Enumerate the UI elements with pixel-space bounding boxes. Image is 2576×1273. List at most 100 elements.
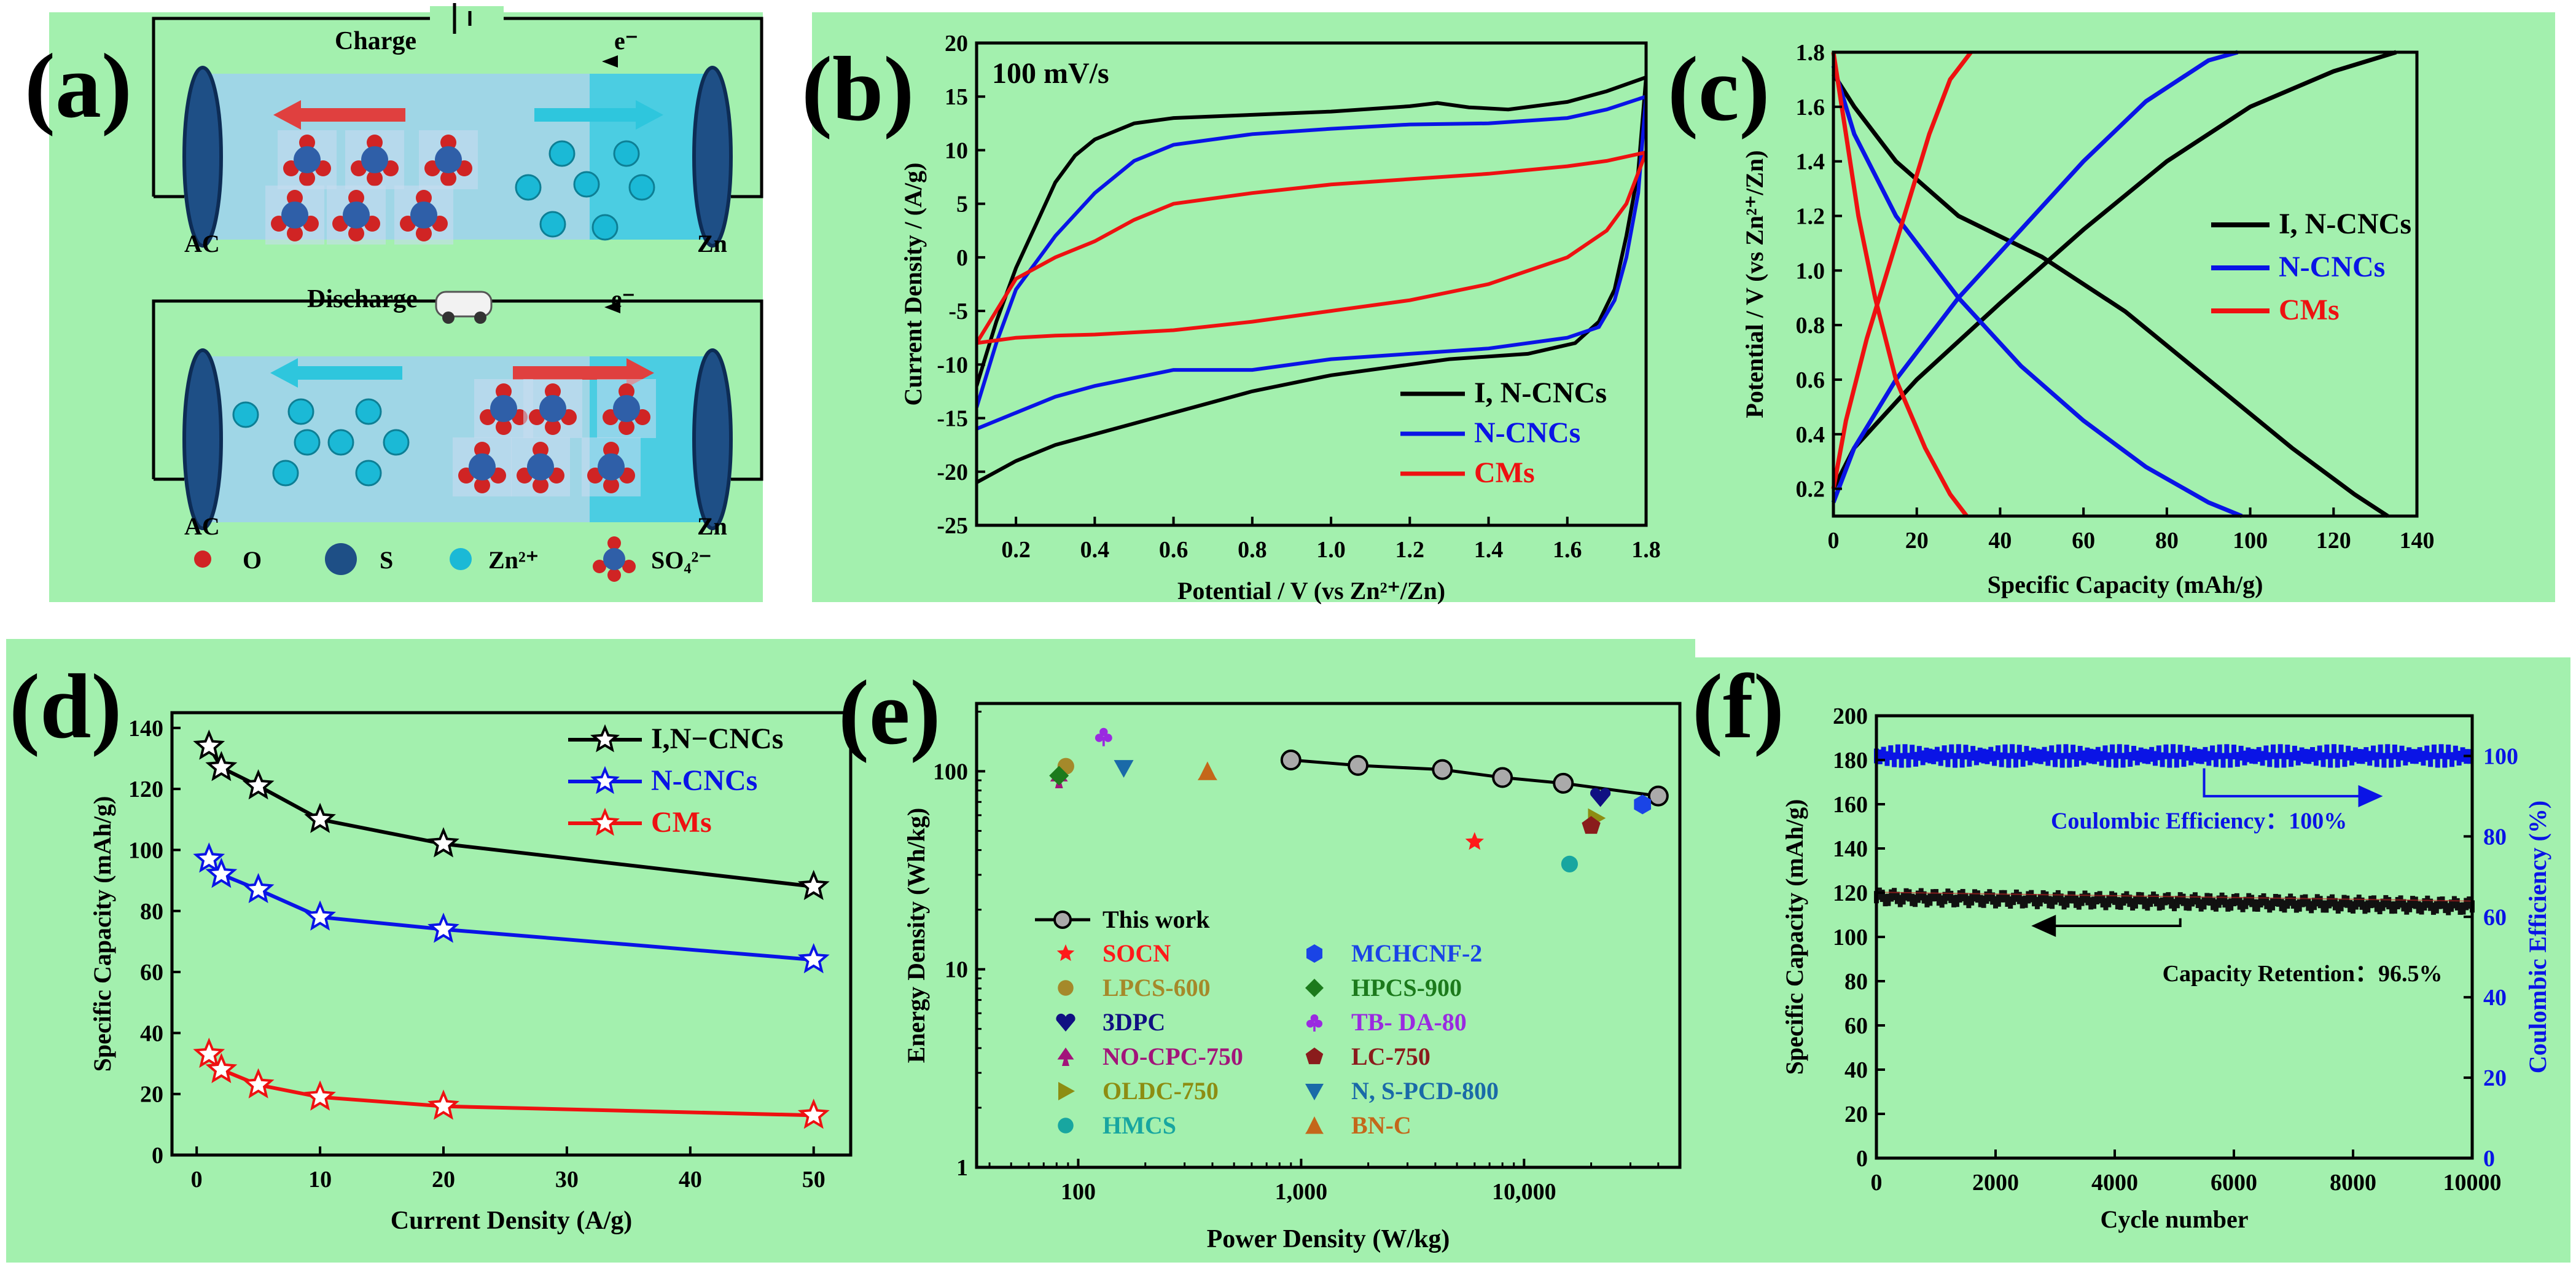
- plot-frame-b: [975, 41, 1648, 527]
- capacity-point: [1913, 895, 1918, 907]
- capacity-point: [2115, 897, 2120, 910]
- y-tick-label-c: 1.8: [1796, 40, 1825, 66]
- capacity-point: [2353, 897, 2359, 910]
- legend-oxygen-label: O: [243, 546, 262, 574]
- ce-point: [2160, 752, 2165, 767]
- coulombic-efficiency-series: [1874, 744, 2473, 768]
- capacity-point: [2401, 899, 2406, 912]
- y-tick-label-b: -15: [937, 406, 968, 432]
- y-tick-label-f: 60: [1844, 1013, 1868, 1039]
- literature-point-bnc: [1197, 761, 1217, 780]
- capacity-point: [2130, 898, 2136, 911]
- y-tick-label-f: 120: [1833, 880, 1868, 906]
- x-tick-label-c: 140: [2400, 528, 2435, 554]
- literature-point-lc750: [1582, 816, 1601, 834]
- ce-point: [2171, 744, 2176, 759]
- rate-point-star: [205, 1052, 238, 1084]
- ce-point: [2303, 748, 2308, 764]
- zinc-ion: [539, 211, 566, 238]
- capacity-point: [2454, 898, 2460, 911]
- ce-point: [1910, 745, 1915, 760]
- capacity-point: [2112, 892, 2117, 905]
- capacity-point: [2071, 891, 2076, 904]
- rate-point-star: [193, 1037, 225, 1068]
- capacity-point: [2139, 892, 2144, 905]
- capacity-point: [2058, 893, 2064, 906]
- y2-tick-label-f: 40: [2483, 985, 2507, 1011]
- club-lobe: [1104, 734, 1112, 742]
- ce-point: [2346, 745, 2351, 761]
- capacity-point: [2029, 890, 2034, 903]
- capacity-point: [1984, 891, 1989, 904]
- y-tick-label-f: 160: [1833, 792, 1868, 818]
- panel-label-c: (c): [1668, 38, 1770, 140]
- rate-point-star: [304, 802, 336, 833]
- capacity-point: [1886, 893, 1891, 906]
- ce-point: [2238, 745, 2244, 761]
- capacity-point: [2327, 896, 2332, 909]
- capacity-point: [1879, 890, 1885, 903]
- capacity-point: [1960, 888, 1965, 901]
- capacity-point: [1907, 889, 1912, 902]
- capacity-point: [2264, 896, 2270, 909]
- capacity-point: [2300, 895, 2305, 907]
- zinc-flow-arrow: [534, 108, 639, 122]
- legend-sulfur-label: S: [380, 546, 393, 574]
- capacity-point: [2365, 900, 2371, 913]
- ce-point: [2403, 750, 2408, 766]
- ac-electrode: [182, 348, 223, 530]
- sulfate-ion: [511, 437, 570, 496]
- ce-point: [1963, 745, 1969, 760]
- ce-point: [2188, 750, 2194, 766]
- panel-label-b: (b): [802, 38, 914, 140]
- capacity-point: [2309, 901, 2314, 914]
- legend-zinc-swatch: [450, 548, 472, 570]
- ce-point: [2228, 753, 2233, 768]
- capacity-point: [2211, 898, 2216, 911]
- oxygen-atom: [440, 135, 456, 151]
- x-tick-label-c: 60: [2072, 528, 2095, 554]
- ce-point: [2267, 752, 2273, 767]
- legend-label: LC-750: [1351, 1043, 1430, 1070]
- ce-point: [2449, 752, 2455, 767]
- y-tick-label-c: 1.0: [1796, 258, 1825, 284]
- y-tick-label-f: 40: [1844, 1057, 1868, 1083]
- ce-point: [1956, 744, 1961, 759]
- ce-point: [2367, 751, 2373, 766]
- capacity-trend: [1876, 891, 2473, 902]
- literature-point-mchcnf2: [1634, 794, 1652, 815]
- capacity-point: [2255, 899, 2260, 912]
- ce-point: [2106, 752, 2112, 767]
- capacity-point: [1975, 890, 1980, 903]
- legend-marker: [1306, 944, 1322, 963]
- capacity-point: [2303, 894, 2308, 907]
- legend-label: I, N-CNCs: [2279, 208, 2411, 240]
- legend-marker: [1058, 980, 1074, 996]
- panel-background-c: [1652, 12, 2555, 602]
- legend-oxygen-atom: [593, 560, 606, 573]
- zinc-flow-arrow-head: [636, 100, 663, 130]
- ce-point: [2113, 753, 2118, 768]
- ce-point: [1906, 753, 1911, 768]
- legend-label: N, S-PCD-800: [1351, 1077, 1499, 1105]
- capacity-point: [2428, 898, 2434, 911]
- sulfate-ion: [582, 437, 641, 496]
- y-tick-label-d: 120: [128, 777, 163, 802]
- zinc-ion: [573, 171, 600, 198]
- sulfate-ion: [523, 379, 582, 438]
- oxygen-atom: [545, 419, 561, 435]
- sulfate-ion: [265, 186, 324, 245]
- y-tick-label-f: 20: [1844, 1102, 1868, 1127]
- rate-point-star: [242, 872, 275, 904]
- y-tick-label-d: 80: [140, 899, 163, 925]
- y-tick-label-d: 20: [140, 1082, 163, 1108]
- ce-point: [2389, 753, 2394, 768]
- charge-curve-ncncs: [1831, 50, 2239, 504]
- ce-point: [2317, 745, 2322, 761]
- capacity-point: [1957, 890, 1962, 903]
- rate-point-star: [304, 900, 336, 931]
- literature-point-nspcd800: [1114, 760, 1134, 778]
- ce-point: [2224, 744, 2230, 759]
- y-tick-label-c: 0.8: [1796, 313, 1825, 339]
- oxygen-atom: [496, 383, 512, 399]
